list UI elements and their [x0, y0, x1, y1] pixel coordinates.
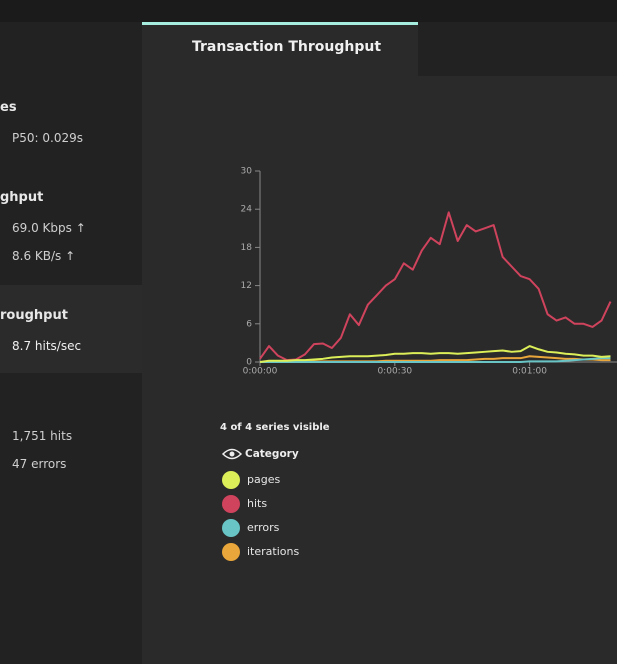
legend-item[interactable]: pages	[222, 471, 280, 489]
section-title: es	[0, 100, 17, 115]
chart: 4 of 4 series visible Category 0 6 12 18 24 3…	[220, 167, 617, 561]
x-tick-label: 0:00:00	[243, 367, 278, 377]
top-bar	[0, 0, 617, 22]
y-tick-label: 0	[246, 358, 252, 368]
series-line	[260, 357, 611, 363]
series-line	[259, 345, 611, 363]
eye-icon[interactable]	[221, 448, 243, 460]
x-tick-label: 0:00:30	[377, 367, 412, 377]
legend-swatch	[222, 471, 240, 489]
tab[interactable]: Transaction Throughput	[142, 22, 418, 76]
y-tick-label: 6	[246, 319, 252, 329]
legend-swatch	[222, 519, 240, 537]
legend-label: hits	[247, 497, 267, 510]
legend-summary: 4 of 4 series visible	[220, 422, 330, 433]
x-tick-label: 0:01:00	[512, 367, 547, 377]
y-tick-label: 12	[241, 281, 252, 291]
metric: 1,751 hits	[12, 429, 73, 443]
metric: 47 errors	[12, 457, 67, 471]
metric: 69.0 Kbps ↑	[12, 221, 86, 235]
metric: 8.6 KB/s ↑	[12, 249, 76, 263]
sidebar-section-active[interactable]: roughput 8.7 hits/sec	[0, 285, 142, 373]
sidebar-section: es P50: 0.029s ghput 69.0 Kbps ↑ 8.6 KB/…	[0, 22, 142, 284]
legend-label: errors	[247, 521, 280, 534]
y-tick-label: 24	[241, 205, 253, 215]
section-title: ghput	[0, 190, 44, 205]
legend-header: Category	[245, 448, 299, 460]
sidebar-section: 1,751 hits 47 errors	[0, 374, 142, 494]
tab-title: Transaction Throughput	[192, 39, 382, 55]
tab-strip	[418, 22, 617, 76]
y-tick-label: 18	[241, 243, 253, 253]
legend-item[interactable]: iterations	[222, 543, 299, 561]
metric: 8.7 hits/sec	[12, 339, 82, 353]
section-title: roughput	[0, 308, 68, 323]
y-tick-label: 30	[241, 167, 253, 177]
legend-swatch	[222, 495, 240, 513]
legend-swatch	[222, 543, 240, 561]
legend-label: pages	[247, 473, 280, 486]
sidebar: es P50: 0.029s ghput 69.0 Kbps ↑ 8.6 KB/…	[0, 22, 142, 664]
metric: P50: 0.029s	[12, 131, 83, 145]
legend-item[interactable]: errors	[222, 519, 280, 537]
series-line	[259, 211, 612, 362]
legend-item[interactable]: hits	[222, 495, 267, 513]
legend-label: iterations	[247, 545, 299, 558]
